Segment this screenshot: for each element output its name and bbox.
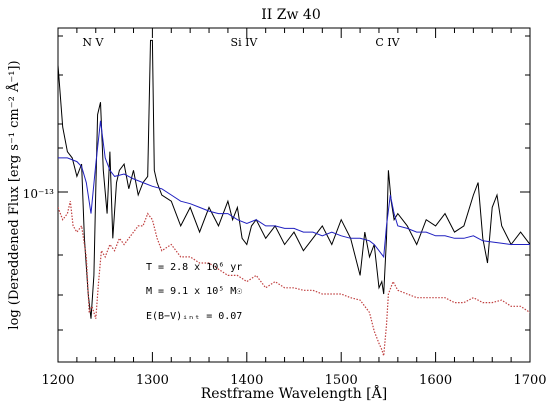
series-line-0 — [58, 39, 530, 319]
plot-frame — [57, 27, 531, 363]
annotation-age: T = 2.8 x 10⁶ yr — [146, 262, 242, 273]
ticks-layer: 1200 1300 1400 1500 1600 1700 — [41, 28, 547, 388]
line-labels-layer: N V Si IV C IV — [82, 36, 400, 49]
x-tick-label: 1600 — [419, 373, 452, 388]
series-line-1 — [58, 120, 530, 259]
series-layer — [58, 39, 530, 356]
annotation-mass: M = 9.1 x 10⁵ M☉ — [146, 286, 242, 297]
line-label-0: N V — [82, 36, 104, 49]
x-tick-label: 1400 — [230, 373, 263, 388]
x-tick-label: 1500 — [325, 373, 358, 388]
x-tick-label: 1200 — [41, 373, 74, 388]
line-label-1: Si IV — [231, 36, 259, 49]
x-tick-label: 1300 — [136, 373, 169, 388]
x-tick-label: 1700 — [513, 373, 546, 388]
y-tick-label: 10⁻¹³ — [23, 187, 54, 201]
annotation-reddening: E(B−V)ᵢₙₜ = 0.07 — [146, 311, 242, 322]
chart-title: II Zw 40 — [261, 7, 321, 23]
y-axis-label: log (Dereddened Flux [erg s⁻¹ cm⁻² Å⁻¹]) — [6, 60, 22, 329]
line-label-2: C IV — [375, 36, 400, 49]
series-line-2 — [58, 201, 530, 356]
x-axis-label: Restframe Wavelength [Å] — [201, 384, 387, 402]
